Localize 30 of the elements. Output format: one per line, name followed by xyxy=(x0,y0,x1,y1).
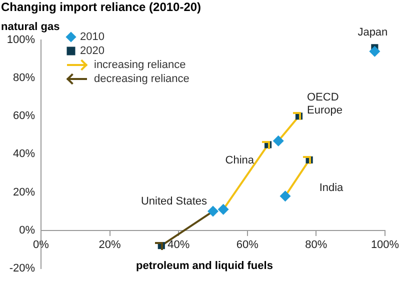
y-tick-label: 60% xyxy=(12,110,36,122)
annotation: OECD Europe xyxy=(307,92,342,117)
chart-title: Changing import reliance (2010-20) xyxy=(1,0,202,14)
x-tick-label: 0% xyxy=(33,238,50,251)
x-tick-label: 40% xyxy=(168,238,190,251)
legend-label: increasing reliance xyxy=(94,59,186,71)
y-axis-title: natural gas xyxy=(1,21,60,33)
point xyxy=(272,135,284,146)
x-tick-label: 80% xyxy=(305,238,328,251)
point xyxy=(280,190,291,202)
x-tick-label: 20% xyxy=(98,238,122,251)
annotation: China xyxy=(225,154,255,167)
y-tick-label: -20% xyxy=(9,262,36,274)
y-tick-label: 0% xyxy=(19,224,36,236)
legend-label: 2010 xyxy=(80,31,104,43)
y-tick-label: 40% xyxy=(12,148,36,160)
point xyxy=(208,206,218,217)
x-tick-label: 60% xyxy=(236,238,259,251)
annotation: India xyxy=(319,182,344,194)
annotation: Japan xyxy=(358,26,388,39)
annotation: United States xyxy=(140,195,208,208)
legend-label: 2020 xyxy=(80,45,104,57)
x-axis-title: petroleum and liquid fuels xyxy=(136,260,273,272)
y-tick-label: 80% xyxy=(12,72,36,84)
y-tick-label: 20% xyxy=(12,186,36,198)
point xyxy=(218,204,229,215)
point xyxy=(369,46,380,57)
y-tick-label: 100% xyxy=(6,34,36,46)
legend-label: decreasing reliance xyxy=(94,73,190,85)
x-tick-label: 100% xyxy=(370,238,400,251)
